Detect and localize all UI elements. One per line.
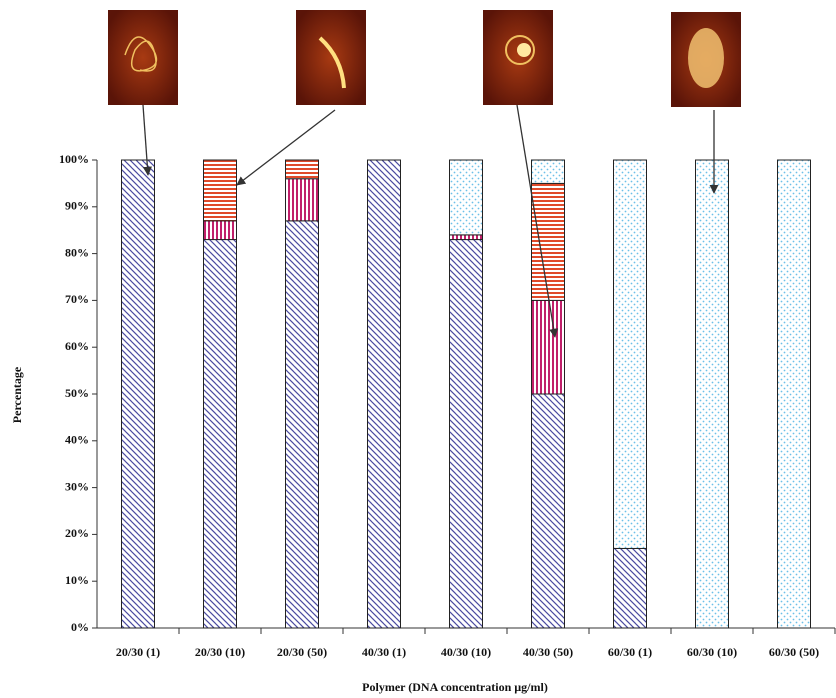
afm-image [108,10,178,105]
y-tick-label: 40% [65,433,89,447]
bar-segment [204,221,237,240]
bar-segment [204,240,237,628]
bar-segment [614,548,647,628]
afm-image [296,10,366,105]
bar-segment [450,240,483,628]
afm-image [483,10,553,105]
y-tick-label: 50% [65,386,89,400]
bar-segment [532,394,565,628]
afm-structure [688,28,724,88]
bar-segment [532,183,565,300]
bar-segment [286,179,319,221]
y-axis-label: Percentage [10,366,24,423]
bar-segment [532,300,565,394]
bar-segment [614,160,647,548]
x-tick-label: 60/30 (10) [687,645,737,659]
x-tick-label: 60/30 (1) [608,645,652,659]
x-tick-label: 40/30 (10) [441,645,491,659]
bar-segment [286,221,319,628]
bar-segment [450,160,483,235]
x-tick-label: 60/30 (50) [769,645,819,659]
bar-segment [532,160,565,183]
afm-structure [517,43,531,57]
bar-segment [122,160,155,628]
bar-segment [696,160,729,628]
x-axis-label: Polymer (DNA concentration µg/ml) [362,680,548,694]
bar-segment [286,160,319,179]
plot-area: 0% 10% 20% 30% 40% 50% 60% 70% 80% 90% 100% 20/30 (… [59,152,835,659]
y-tick-label: 10% [65,573,89,587]
x-tick-label: 20/30 (1) [116,645,160,659]
y-tick-label: 30% [65,479,89,493]
y-tick-label: 60% [65,339,89,353]
bar-segment [204,160,237,221]
afm-images [108,10,741,107]
y-tick-label: 80% [65,245,89,259]
bar-segment [450,235,483,240]
y-tick-label: 100% [59,152,89,166]
y-tick-label: 0% [71,620,89,634]
x-tick-label: 20/30 (50) [277,645,327,659]
x-tick-label: 40/30 (50) [523,645,573,659]
chart: Percentage Polymer (DNA concentration µg… [0,0,836,698]
bar-segment [368,160,401,628]
y-tick-label: 70% [65,292,89,306]
x-tick-label: 20/30 (10) [195,645,245,659]
y-tick-label: 90% [65,199,89,213]
y-tick-label: 20% [65,526,89,540]
x-tick-label: 40/30 (1) [362,645,406,659]
bar-segment [778,160,811,628]
